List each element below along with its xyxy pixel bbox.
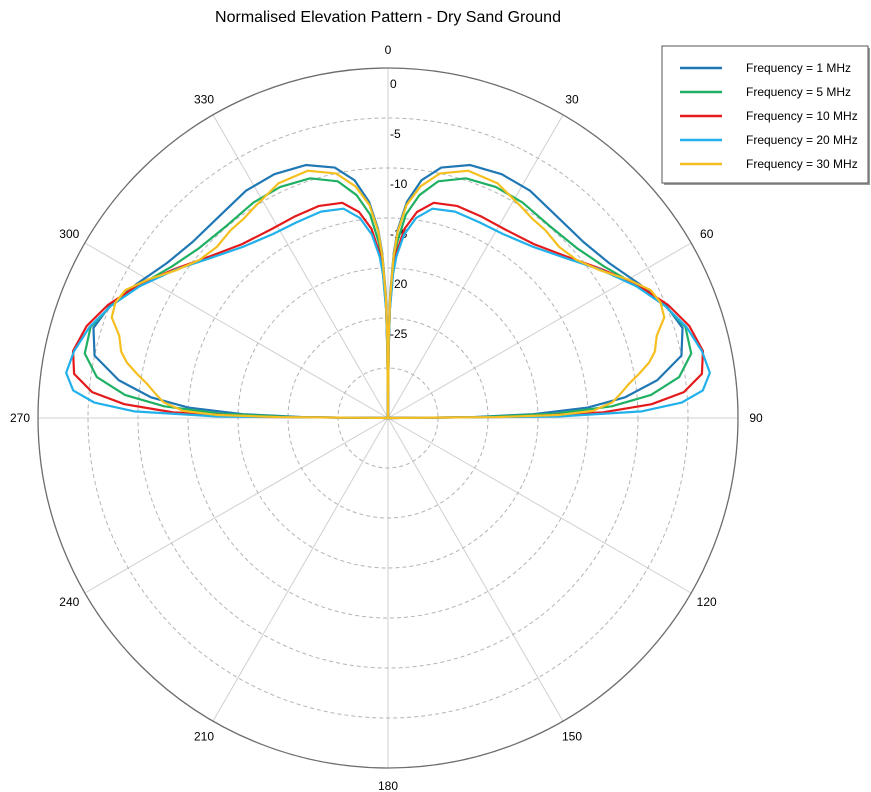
series-line-left bbox=[110, 169, 390, 420]
angular-gridline bbox=[84, 417, 389, 594]
legend-label: Frequency = 20 MHz bbox=[746, 133, 858, 147]
series-line-left bbox=[65, 207, 390, 420]
angular-gridline bbox=[84, 242, 389, 419]
series-lines bbox=[65, 163, 711, 420]
radial-gridline bbox=[137, 167, 639, 669]
angular-tick-label: 0 bbox=[385, 43, 392, 57]
angular-gridline bbox=[212, 114, 389, 419]
angular-gridline bbox=[387, 417, 692, 594]
radial-tick-label: -25 bbox=[390, 327, 408, 341]
legend-label: Frequency = 30 MHz bbox=[746, 157, 858, 171]
series-line-right bbox=[386, 207, 711, 420]
series-line-left bbox=[83, 177, 390, 420]
radial-gridline bbox=[87, 117, 689, 719]
series-line-right bbox=[386, 201, 705, 420]
angular-tick-label: 300 bbox=[59, 227, 79, 241]
angular-tick-label: 180 bbox=[378, 779, 398, 792]
polar-frame bbox=[37, 67, 739, 769]
angular-tick-label: 90 bbox=[749, 411, 763, 425]
series-line-right bbox=[386, 169, 666, 420]
series-line-left bbox=[71, 201, 390, 420]
angular-tick-label: 330 bbox=[194, 92, 214, 106]
legend-label: Frequency = 1 MHz bbox=[746, 61, 851, 75]
radial-tick-label: -5 bbox=[390, 127, 401, 141]
angular-tick-label: 60 bbox=[700, 227, 714, 241]
radial-gridline bbox=[187, 217, 589, 619]
angular-tick-label: 240 bbox=[59, 595, 79, 609]
radial-tick-label: 0 bbox=[390, 77, 397, 91]
radial-tick-label: -10 bbox=[390, 177, 408, 191]
radial-tick-label: -20 bbox=[390, 277, 408, 291]
angular-gridline bbox=[387, 417, 564, 722]
angular-gridline bbox=[387, 242, 692, 419]
legend: Frequency = 1 MHz Frequency = 5 MHz Freque… bbox=[661, 45, 870, 185]
angular-tick-label: 30 bbox=[565, 92, 579, 106]
series-line-right bbox=[386, 177, 693, 420]
angular-gridline bbox=[387, 114, 564, 419]
radial-gridline bbox=[237, 267, 539, 569]
legend-label: Frequency = 5 MHz bbox=[746, 85, 851, 99]
angular-tick-label: 270 bbox=[10, 411, 30, 425]
legend-label: Frequency = 10 MHz bbox=[746, 109, 858, 123]
angular-tick-labels: 0 30 60 90 120 150 180 210 240 270 300 330 bbox=[10, 43, 763, 792]
angular-tick-label: 150 bbox=[562, 730, 582, 744]
angular-tick-label: 210 bbox=[194, 730, 214, 744]
chart-title: Normalised Elevation Pattern - Dry Sand … bbox=[215, 9, 561, 26]
angular-tick-label: 120 bbox=[697, 595, 717, 609]
angular-gridline bbox=[212, 417, 389, 722]
